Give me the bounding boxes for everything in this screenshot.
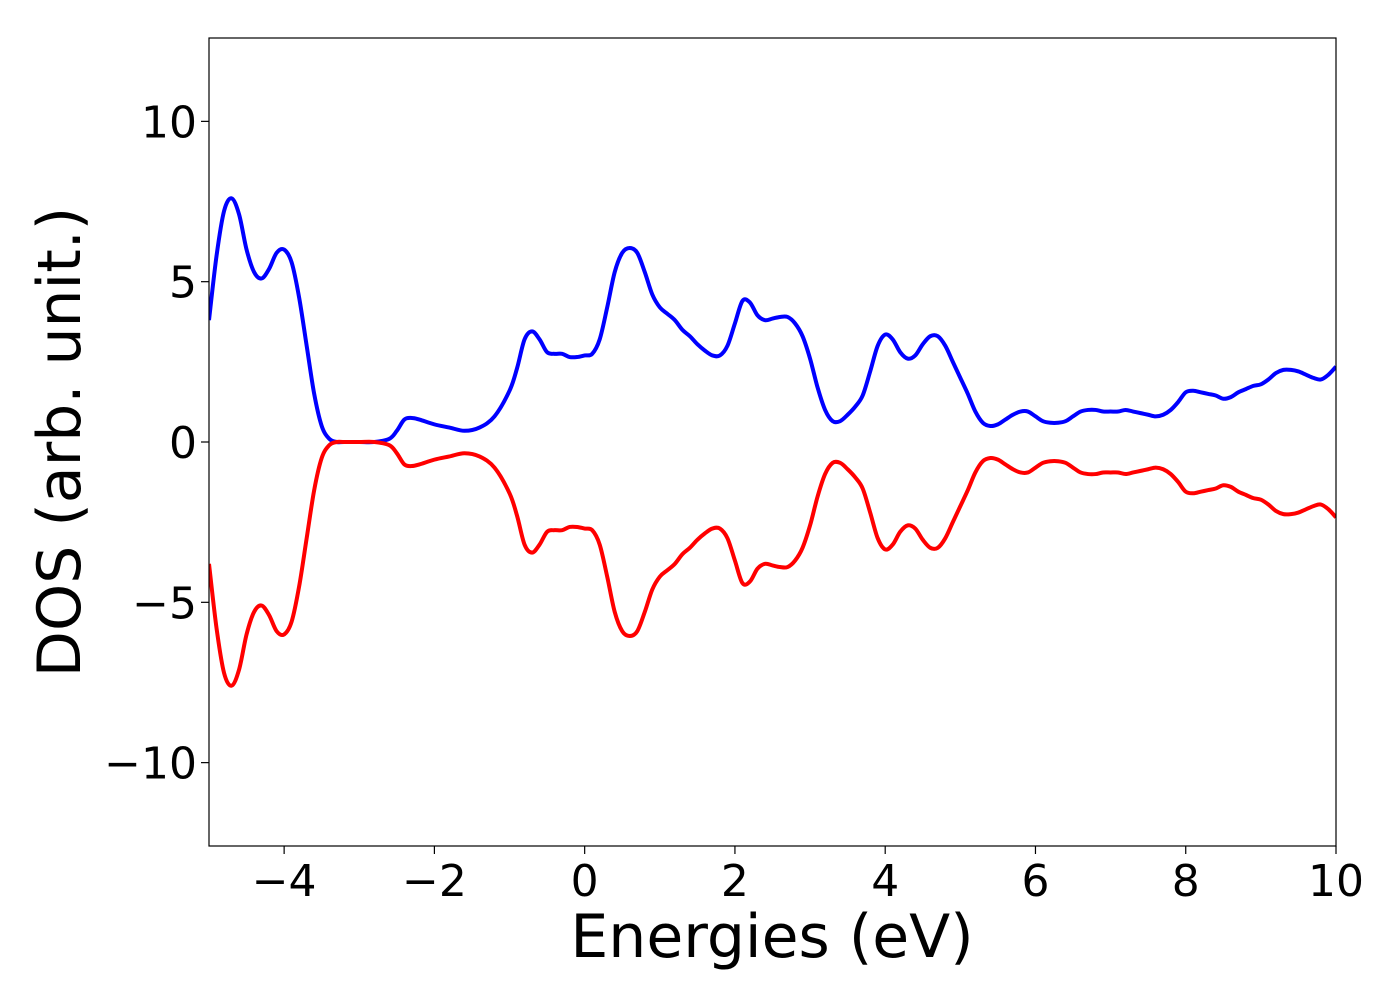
y-axis-ticks: −10 −5 0 5 10 [104, 97, 209, 790]
y-tick-label: −10 [104, 739, 197, 790]
y-tick-label: 10 [141, 97, 197, 148]
y-tick-label: 5 [169, 258, 197, 309]
x-tick-label: 4 [871, 856, 899, 907]
x-tick-label: 6 [1021, 856, 1049, 907]
y-tick-label: 0 [169, 418, 197, 469]
x-axis-label: Energies (eV) [570, 902, 973, 972]
series-layer [209, 196, 1336, 688]
x-tick-label: 2 [721, 856, 749, 907]
y-tick-label: −5 [132, 578, 197, 629]
x-axis-ticks: −4 −2 0 2 4 6 8 10 [252, 846, 1364, 907]
series-line-spin-down [209, 439, 1336, 688]
x-tick-label: 0 [571, 856, 599, 907]
x-tick-label: −4 [252, 856, 317, 907]
x-tick-label: −2 [402, 856, 467, 907]
plot-area [209, 196, 1336, 688]
x-tick-label: 10 [1308, 856, 1364, 907]
y-axis-label: DOS (arb. unit.) [25, 207, 95, 677]
series-line-spin-up [209, 196, 1336, 445]
x-tick-label: 8 [1172, 856, 1200, 907]
